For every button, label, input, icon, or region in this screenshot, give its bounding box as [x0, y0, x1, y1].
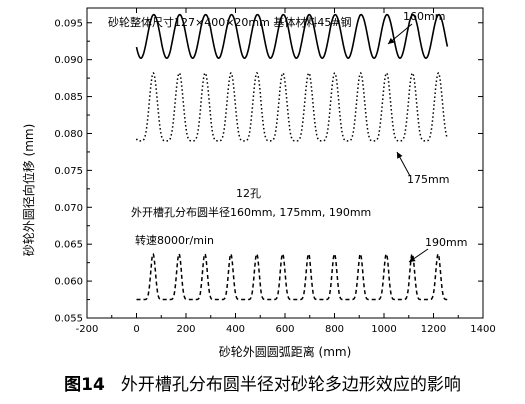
- series-layer: [135, 13, 449, 301]
- series-label: 160mm: [403, 10, 445, 23]
- y-tick-label: 0.095: [54, 18, 83, 29]
- x-tick-label: 1400: [470, 324, 495, 335]
- series-175mm-line: [135, 71, 449, 142]
- x-tick-label: 200: [176, 324, 195, 335]
- x-tick-label: -200: [76, 324, 99, 335]
- arrowhead: [409, 256, 416, 262]
- series-190mm-line: [136, 252, 448, 301]
- x-tick-label: 600: [275, 324, 294, 335]
- x-axis: -200 0 200 400 600 800 1000 1200 1400: [76, 8, 496, 335]
- x-tick-label: 0: [133, 324, 139, 335]
- y-tick-label: 0.090: [54, 55, 83, 66]
- annotation-text: 转速8000r/min: [135, 233, 214, 247]
- annotation-text: 12孔: [236, 187, 261, 200]
- y-tick-label: 0.080: [54, 129, 83, 140]
- annotation-text: 砂轮整体尺寸127×400×20mm 基体材料45#钢: [108, 15, 352, 29]
- y-tick-label: 0.070: [54, 203, 83, 214]
- y-axis-title: 砂轮外圆径向位移 (mm): [21, 124, 36, 257]
- y-tick-label: 0.055: [54, 314, 83, 325]
- y-tick-label: 0.065: [54, 240, 83, 251]
- annotations: 砂轮整体尺寸127×400×20mm 基体材料45#钢 12孔外开槽孔分布圆半径1…: [108, 10, 467, 263]
- figure-caption-text: 外开槽孔分布圆半径对砂轮多边形效应的影响: [120, 375, 461, 395]
- series-label: 190mm: [425, 236, 467, 249]
- x-tick-label: 400: [226, 324, 245, 335]
- y-tick-label: 0.075: [54, 166, 83, 177]
- series-160mm-line: [135, 13, 449, 60]
- arrowhead: [388, 37, 395, 44]
- y-axis: 0.055 0.060 0.065 0.070 0.075 0.080 0.085 0.090…: [54, 18, 483, 325]
- annotation-text: 外开槽孔分布圆半径160mm, 175mm, 190mm: [131, 205, 371, 219]
- figure-caption: 图14 外开槽孔分布圆半径对砂轮多边形效应的影响: [0, 370, 525, 395]
- x-tick-label: 1000: [371, 324, 396, 335]
- y-tick-label: 0.085: [54, 92, 83, 103]
- y-tick-label: 0.060: [54, 277, 83, 288]
- arrowhead: [397, 152, 403, 159]
- series-label: 175mm: [407, 173, 449, 186]
- figure-number: 图14: [64, 375, 105, 395]
- x-tick-label: 800: [325, 324, 344, 335]
- x-axis-title: 砂轮外圆圆弧距离 (mm): [219, 344, 352, 359]
- x-tick-label: 1200: [421, 324, 446, 335]
